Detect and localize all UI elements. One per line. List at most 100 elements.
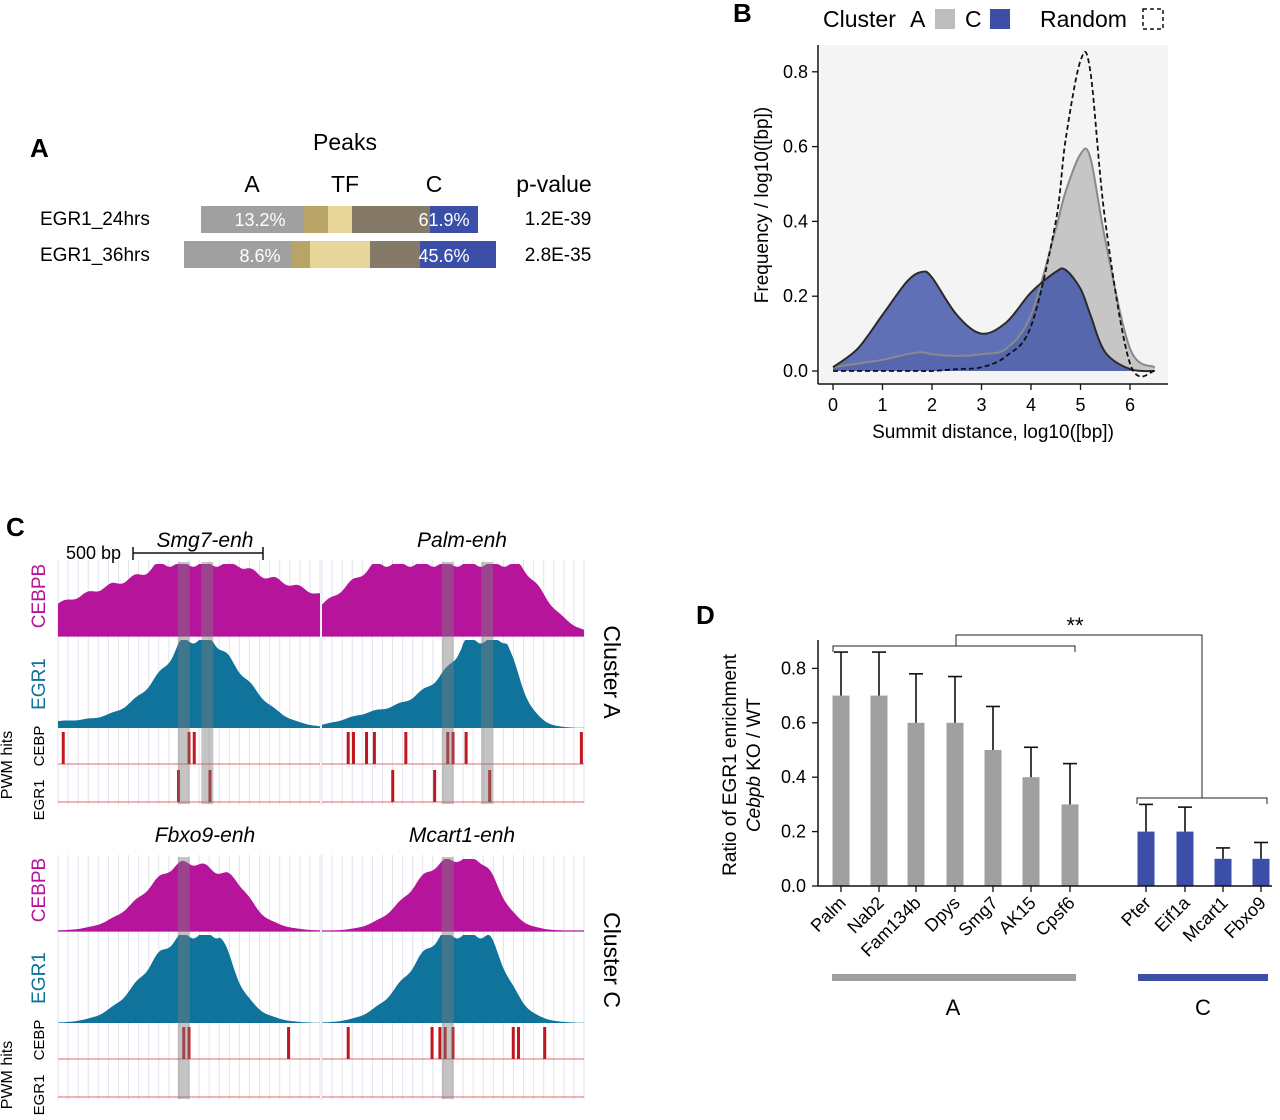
pwm-cebp-hit	[438, 1027, 442, 1059]
density-line-random	[832, 51, 1156, 378]
bar-x-label-smg7: Smg7	[954, 893, 1001, 940]
bar-x-label-palm: Palm	[807, 893, 850, 936]
bar-24hrs-c	[430, 206, 478, 233]
legend-random-swatch	[1142, 8, 1164, 30]
pwm-cebp-hit	[346, 1027, 350, 1059]
bar-24hrs-c-label: 61.9%	[418, 210, 469, 230]
bar-y-tick-label: 0.0	[781, 876, 806, 896]
bar-layer	[832, 651, 1270, 886]
highlight-region	[177, 857, 190, 1099]
bar-24hrs-a	[201, 206, 304, 233]
bar-x-label-cpsf6: Cpsf6	[1031, 893, 1078, 940]
egr1-signal-mcart1-enh	[322, 935, 584, 1023]
pwm-cebp-hit	[372, 732, 376, 764]
highlight-region	[201, 562, 214, 804]
row-label-24hrs: EGR1_24hrs	[40, 209, 150, 230]
pwm-egr1-hit	[433, 770, 437, 802]
pwm-cebp-hit	[182, 1027, 186, 1059]
density-y-title: Frequency / log10([bp])	[752, 107, 773, 303]
group-c-label: C	[1195, 995, 1211, 1020]
highlight-region	[441, 562, 454, 804]
bar-24hrs-tf-dark	[304, 206, 328, 233]
group-a-label: A	[946, 995, 961, 1020]
pwm-cebp-hit	[351, 732, 355, 764]
group-c-bar	[1138, 974, 1268, 981]
density-layer	[832, 51, 1156, 378]
group-a-bar	[832, 974, 1076, 981]
col-header-a: A	[244, 171, 260, 197]
pwm-cebp-hit	[365, 732, 369, 764]
pwm-cebp-hit	[187, 1027, 191, 1059]
pwm-egr1-hit	[488, 770, 492, 802]
pwm-egr1-label-bottom: EGR1	[31, 1075, 48, 1116]
bar-nab2	[870, 695, 888, 886]
significance-stars: **	[1066, 613, 1084, 638]
scale-bar	[132, 547, 264, 560]
density-x-tick-label: 2	[927, 395, 937, 415]
bar-24hrs-between	[352, 206, 430, 233]
bar-ak15	[1022, 777, 1040, 886]
highlight-region	[441, 857, 454, 1099]
bar-36hrs-a-label: 8.6%	[239, 246, 280, 266]
pwm-cebp-hit	[443, 1027, 447, 1059]
egr1-signal-fbxo9-enh	[58, 935, 320, 1023]
bar-36hrs-c	[420, 241, 496, 268]
track-label-egr1-bottom: EGR1	[29, 952, 50, 1004]
pwm-egr1-hit	[391, 770, 395, 802]
bar-fbxo9	[1252, 858, 1270, 886]
cebpb-signal-smg7-enh	[58, 564, 320, 636]
pwm-cebp-hit	[451, 1027, 455, 1059]
panel-a-letter: A	[30, 133, 49, 163]
pwm-cebp-hit	[61, 732, 65, 764]
cebpb-signal-mcart1-enh	[322, 859, 584, 931]
pwm-cebp-label-bottom: CEBP	[31, 1020, 48, 1061]
bar-palm	[832, 695, 850, 886]
pwm-cebp-hit	[517, 1027, 520, 1059]
bar-24hrs-tf-light	[328, 206, 352, 233]
density-y-tick-label: 0.4	[783, 211, 808, 231]
pwm-cebp-hit	[464, 732, 468, 764]
cluster-a-label: Cluster A	[599, 625, 625, 719]
legend-random-label: Random	[1040, 6, 1127, 32]
density-y-tick-label: 0.8	[783, 62, 808, 82]
genome-tracks	[57, 560, 585, 1100]
density-x-tick-label: 3	[976, 395, 986, 415]
egr1-signal-smg7-enh	[58, 640, 320, 728]
density-x-tick-label: 1	[877, 395, 887, 415]
bar-x-label-fbxo9: Fbxo9	[1220, 893, 1270, 943]
pwm-cebp-hit	[187, 732, 191, 764]
pwm-egr1-hit	[177, 770, 181, 802]
pwm-hits-label-top: PWM hits	[0, 731, 16, 799]
locus-title-mcart1: Mcart1-enh	[409, 824, 515, 847]
highlight-region	[481, 562, 494, 804]
panel-c: C 500 bp Smg7-enh Palm-enh Fbxo9-enh Mca…	[0, 512, 625, 1115]
scale-bar-label: 500 bp	[66, 543, 121, 563]
highlight-region	[177, 562, 190, 804]
pvalue-24hrs: 1.2E-39	[525, 209, 592, 230]
pwm-hits-label-bottom: PWM hits	[0, 1041, 16, 1109]
locus-title-palm: Palm-enh	[417, 529, 507, 552]
bar-x-label-pter: Pter	[1117, 893, 1154, 930]
pwm-egr1-hit	[208, 770, 212, 802]
bar-36hrs-tf-light	[310, 241, 370, 268]
panel-a-header: Peaks	[313, 129, 377, 155]
pwm-cebp-label-top: CEBP	[31, 726, 48, 767]
egr1-signal-palm-enh	[322, 640, 584, 728]
bar-36hrs-a	[184, 241, 292, 268]
density-ticks: 0 1 2 3 4 5 6 0.0 0.2 0.4 0.6 0.8	[783, 62, 1135, 415]
pwm-cebp-hit	[451, 732, 455, 764]
panel-b: B Cluster A C Random 0 1 2 3 4 5 6 0.0 0.2 0.4 0.6…	[733, 0, 1168, 443]
bar-36hrs-c-label: 45.6%	[418, 246, 469, 266]
pwm-cebp-hit	[579, 732, 583, 764]
legend-a-label: A	[910, 6, 926, 32]
density-y-tick-label: 0.2	[783, 286, 808, 306]
pwm-cebp-hit	[543, 1027, 547, 1059]
panel-d: D Ratio of EGR1 enrichment Cebpb KO / WT…	[696, 600, 1272, 1020]
panel-a: A Peaks A TF C p-value EGR1_24hrs 13.2% …	[30, 129, 592, 268]
density-x-tick-label: 0	[828, 395, 838, 415]
density-x-tick-label: 5	[1075, 395, 1085, 415]
cluster-c-label: Cluster C	[599, 912, 625, 1008]
col-header-pvalue: p-value	[516, 171, 591, 197]
track-label-cebpb-top: CEBPB	[29, 564, 50, 628]
